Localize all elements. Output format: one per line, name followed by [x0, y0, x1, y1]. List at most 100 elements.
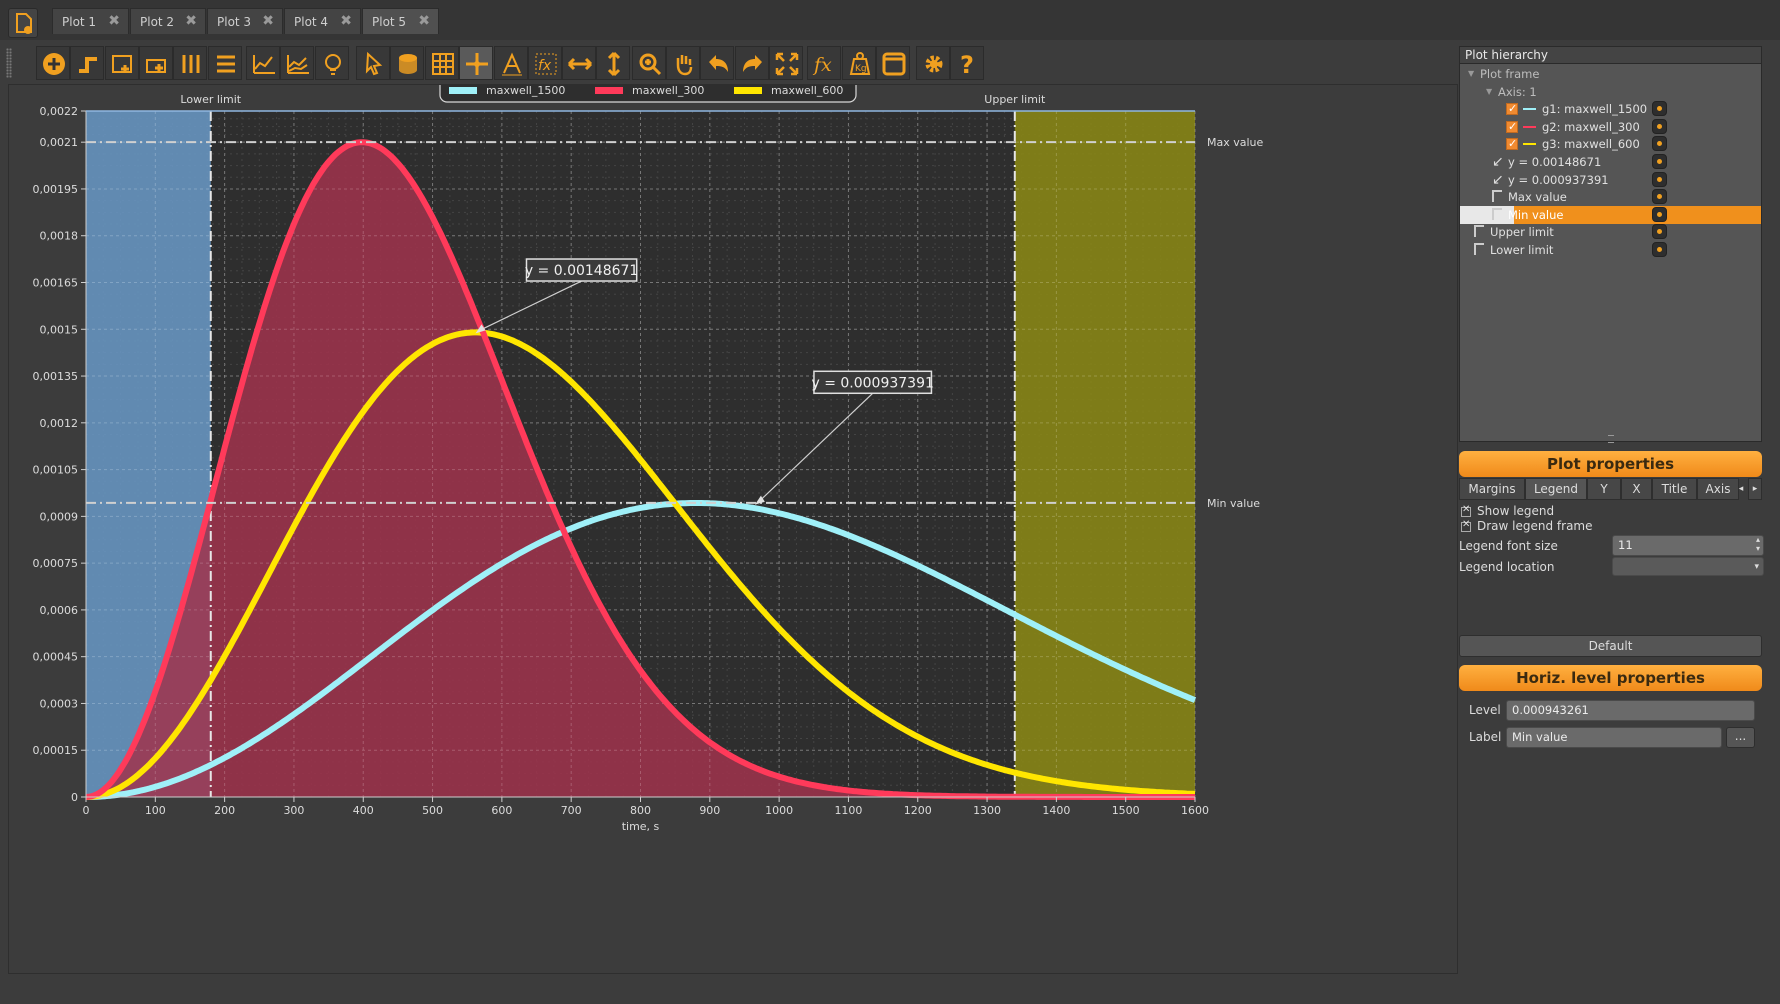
tab-scroll-left-icon[interactable]: ◂: [1738, 484, 1744, 494]
pan-hand-button[interactable]: [666, 46, 700, 80]
weight-button[interactable]: Kg: [842, 46, 876, 80]
hierarchy-tree[interactable]: ▼ Plot frame ▼ Axis: 1 g1: maxwell_1500 g2: m…: [1460, 65, 1761, 435]
show-legend-checkbox[interactable]: [1461, 504, 1471, 517]
hierarchy-item[interactable]: Lower limit: [1460, 241, 1761, 259]
item-settings-icon[interactable]: [1652, 118, 1667, 134]
tab-y[interactable]: Y: [1587, 478, 1621, 500]
item-settings-icon[interactable]: [1652, 206, 1667, 222]
lightbulb-icon: [325, 54, 341, 75]
item-settings-icon[interactable]: [1652, 154, 1667, 169]
line-chart-icon: [253, 55, 275, 74]
chart-svg[interactable]: Max value Min value 0 100 200 300 400 500 600 700…: [9, 77, 1457, 973]
insert-button[interactable]: [139, 46, 173, 80]
close-icon[interactable]: ✖: [340, 13, 352, 29]
hierarchy-item[interactable]: g3: maxwell_600: [1460, 135, 1761, 153]
label-input[interactable]: Min value: [1506, 727, 1722, 748]
hierarchy-item[interactable]: ▼ Plot frame: [1460, 65, 1761, 83]
tab-scroll-right-icon[interactable]: ▸: [1748, 478, 1762, 500]
label-more-button[interactable]: ...: [1726, 727, 1755, 748]
fit-button[interactable]: [769, 46, 803, 80]
tab-x[interactable]: X: [1621, 478, 1652, 500]
tab-plot-2[interactable]: Plot 2 ✖: [130, 8, 206, 34]
graph-visible-checkbox[interactable]: [1506, 135, 1518, 153]
legend-location-select[interactable]: ▾: [1612, 557, 1764, 576]
hierarchy-item[interactable]: g2: maxwell_300: [1460, 118, 1761, 136]
legend-font-size-spinbox[interactable]: 11 ▴ ▾: [1612, 535, 1764, 556]
tab-axis[interactable]: Axis: [1697, 478, 1739, 500]
graph-visible-checkbox[interactable]: [1506, 100, 1518, 118]
line-chart-button[interactable]: [246, 46, 280, 80]
horizontal-arrows-button[interactable]: [562, 46, 596, 80]
undo-button[interactable]: [700, 46, 734, 80]
function-button[interactable]: fx: [528, 46, 562, 80]
hierarchy-item[interactable]: Max value: [1460, 188, 1761, 206]
hierarchy-item[interactable]: ▼ Axis: 1: [1460, 83, 1761, 101]
hierarchy-item[interactable]: Upper limit: [1460, 223, 1761, 241]
item-settings-icon[interactable]: [1652, 101, 1667, 117]
close-icon[interactable]: ✖: [262, 13, 274, 29]
window-button[interactable]: [876, 46, 910, 80]
zoom-button[interactable]: [632, 46, 666, 80]
plot-canvas[interactable]: Max value Min value 0 100 200 300 400 500 600 700…: [8, 77, 1458, 974]
draw-legend-frame-checkbox[interactable]: [1461, 519, 1471, 532]
annotation-box[interactable]: [813, 370, 933, 395]
fx-button[interactable]: fx: [807, 46, 841, 80]
item-settings-icon[interactable]: [1652, 224, 1667, 240]
tab-plot-3[interactable]: Plot 3 ✖: [207, 8, 283, 34]
gear-button[interactable]: [916, 46, 950, 80]
close-icon[interactable]: ✖: [418, 13, 430, 29]
hierarchy-item[interactable]: ↙ y = 0.00148671: [1460, 153, 1761, 171]
area-chart-button[interactable]: [280, 46, 314, 80]
expand-arrow-icon[interactable]: ▼: [1486, 86, 1493, 96]
tab-margins[interactable]: Margins: [1459, 478, 1525, 500]
x-tick-label: 1500: [1112, 804, 1140, 817]
close-icon[interactable]: ✖: [108, 13, 120, 29]
tab-plot-5[interactable]: Plot 5 ✖: [362, 8, 439, 34]
database-button[interactable]: [390, 46, 424, 80]
add-step-button[interactable]: [70, 46, 104, 80]
new-document-icon[interactable]: [8, 8, 38, 38]
spin-arrows-icon[interactable]: ▴ ▾: [1755, 535, 1760, 553]
tab-legend[interactable]: Legend: [1525, 478, 1587, 500]
close-icon[interactable]: ✖: [185, 13, 197, 29]
annotation-box[interactable]: [525, 258, 638, 282]
help-button[interactable]: ?: [950, 46, 984, 80]
label-label: Label: [1469, 730, 1502, 744]
redo-button[interactable]: [735, 46, 769, 80]
hierarchy-item[interactable]: Min value: [1460, 205, 1761, 224]
graph-visible-checkbox[interactable]: [1506, 118, 1518, 136]
region-upper-limit[interactable]: [1014, 111, 1195, 797]
splitter-handle[interactable]: [1608, 435, 1614, 443]
item-settings-icon[interactable]: [1652, 136, 1667, 152]
vertical-arrows-button[interactable]: [596, 46, 630, 80]
bars-button[interactable]: [173, 46, 207, 80]
lightbulb-button[interactable]: [315, 46, 349, 80]
toolbar-grip[interactable]: [6, 48, 12, 78]
annotation-text: y = 0.000937391: [811, 375, 933, 391]
hierarchy-item[interactable]: ↙ y = 0.000937391: [1460, 171, 1761, 189]
add-area-button[interactable]: [105, 46, 139, 80]
pointer-button[interactable]: [356, 46, 390, 80]
level-input[interactable]: 0.000943261: [1506, 700, 1755, 721]
hierarchy-item[interactable]: g1: maxwell_1500: [1460, 100, 1761, 118]
tab-title[interactable]: Title: [1652, 478, 1697, 500]
tab-plot-4[interactable]: Plot 4 ✖: [284, 8, 361, 34]
item-settings-icon[interactable]: [1652, 189, 1667, 205]
hline-label: Max value: [1207, 136, 1264, 149]
plot-hierarchy-panel[interactable]: Plot hierarchy ▼ Plot frame ▼ Axis: 1 g1: ma…: [1459, 46, 1762, 443]
series-line-maxwell_600[interactable]: [85, 329, 1196, 800]
text-icon: [502, 52, 522, 76]
item-settings-icon[interactable]: [1652, 171, 1667, 187]
text-button[interactable]: [494, 46, 528, 80]
crosshair-button[interactable]: [459, 46, 493, 80]
series-line-maxwell_1500[interactable]: [85, 500, 1197, 800]
add-plot-button[interactable]: [36, 46, 70, 80]
expand-arrow-icon[interactable]: ▼: [1468, 69, 1475, 78]
tab-plot-1[interactable]: Plot 1 ✖: [52, 8, 129, 34]
grid-button[interactable]: [425, 46, 459, 80]
item-settings-icon[interactable]: [1652, 242, 1667, 257]
default-button[interactable]: Default: [1459, 635, 1762, 657]
toolbar: fx fx Kg?: [6, 46, 1128, 80]
list-settings-button[interactable]: [208, 46, 242, 80]
svg-text:fx: fx: [812, 54, 832, 76]
